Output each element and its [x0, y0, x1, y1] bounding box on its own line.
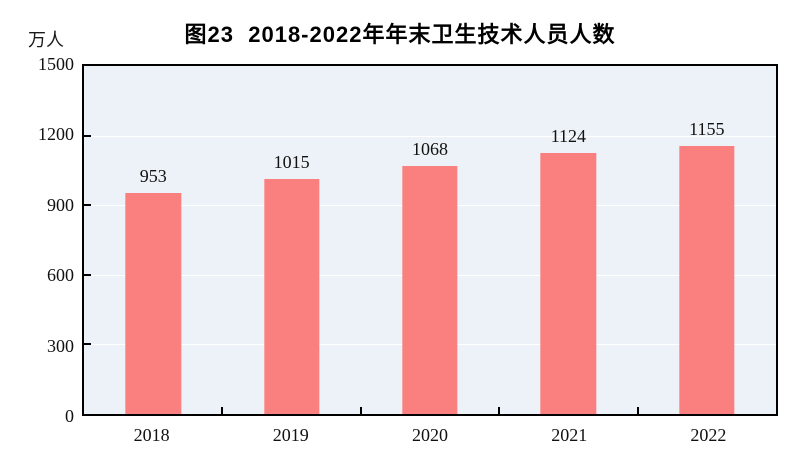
plot-area: 953 1015 1068 1124 1155	[82, 64, 778, 416]
y-axis: 0 300 600 900 1200 1500	[0, 55, 74, 425]
x-axis-label: 2022	[690, 425, 727, 445]
bar-value-label: 1068	[412, 139, 448, 160]
x-axis: 2018 2019 2020 2021 2022	[82, 422, 778, 452]
y-tick	[84, 204, 91, 207]
bar	[402, 166, 458, 414]
y-axis-label: 300	[47, 335, 74, 356]
x-axis-label: 2019	[272, 425, 309, 445]
y-axis-label: 900	[47, 194, 74, 215]
y-tick	[84, 134, 91, 137]
x-tick	[359, 407, 362, 414]
bar-value-label: 953	[139, 165, 167, 186]
x-tick	[636, 407, 639, 414]
y-axis-label: 0	[65, 406, 74, 426]
x-axis-label: 2020	[412, 425, 448, 445]
bar	[679, 146, 735, 414]
bar-value-label: 1015	[273, 151, 310, 172]
x-axis-label: 2018	[133, 425, 170, 445]
bar	[540, 153, 597, 414]
x-tick	[498, 407, 501, 414]
y-tick	[84, 273, 91, 276]
y-axis-label: 1200	[38, 124, 74, 145]
bar	[263, 178, 320, 414]
gridline	[84, 135, 776, 137]
x-axis-label: 2021	[551, 425, 588, 445]
y-tick	[84, 343, 91, 346]
bar	[125, 192, 181, 414]
bar-value-label: 1124	[550, 126, 587, 147]
y-axis-unit-label: 万人	[28, 30, 64, 50]
chart-title: 图23 2018-2022年年末卫生技术人员人数	[184, 22, 616, 47]
x-tick	[221, 407, 224, 414]
y-axis-label: 600	[47, 265, 74, 286]
y-axis-label: 1500	[38, 54, 74, 74]
bar-value-label: 1155	[689, 119, 725, 140]
